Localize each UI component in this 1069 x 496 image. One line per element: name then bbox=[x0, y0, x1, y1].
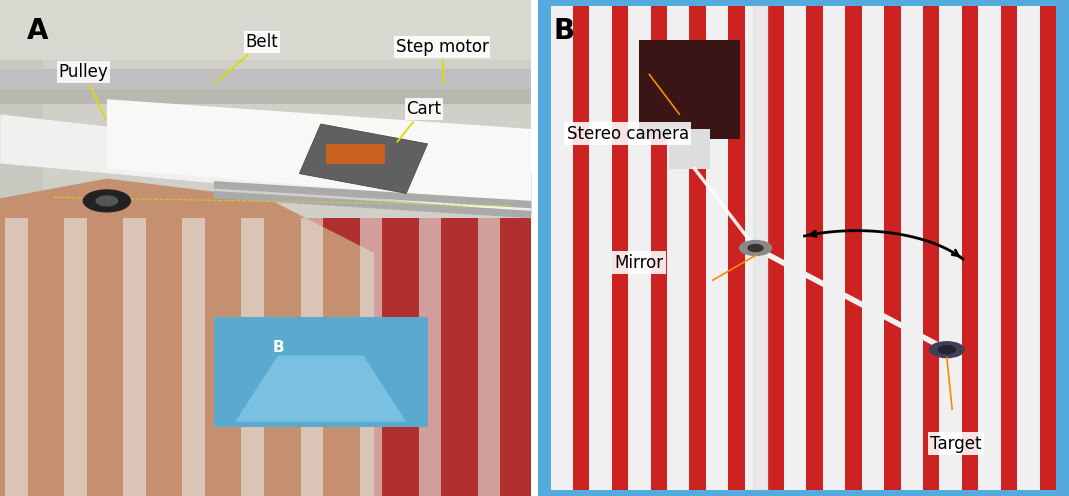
Polygon shape bbox=[214, 191, 531, 218]
Polygon shape bbox=[299, 124, 428, 193]
Bar bbox=[183, 218, 205, 496]
Bar bbox=[0, 218, 531, 496]
Bar bbox=[638, 40, 740, 139]
Bar bbox=[0, 89, 531, 104]
Text: Target: Target bbox=[930, 435, 981, 453]
Bar bbox=[551, 6, 573, 490]
Bar bbox=[900, 6, 923, 490]
Polygon shape bbox=[235, 356, 406, 422]
Bar bbox=[419, 218, 441, 496]
Bar bbox=[784, 6, 806, 490]
Circle shape bbox=[939, 346, 956, 354]
Bar bbox=[551, 6, 1056, 490]
Bar bbox=[478, 218, 500, 496]
Text: Cart: Cart bbox=[398, 100, 441, 142]
Polygon shape bbox=[107, 99, 531, 203]
Bar bbox=[754, 6, 768, 490]
Polygon shape bbox=[214, 181, 531, 208]
Bar bbox=[0, 69, 531, 89]
Circle shape bbox=[930, 342, 964, 358]
Circle shape bbox=[748, 245, 763, 251]
Bar bbox=[589, 6, 611, 490]
Bar bbox=[242, 218, 264, 496]
Circle shape bbox=[96, 196, 118, 206]
Bar bbox=[300, 218, 323, 496]
Text: A: A bbox=[27, 17, 48, 45]
Text: Belt: Belt bbox=[216, 33, 279, 82]
Text: B: B bbox=[554, 17, 575, 45]
Text: Stereo camera: Stereo camera bbox=[567, 125, 688, 143]
Bar bbox=[667, 6, 690, 490]
Circle shape bbox=[83, 190, 130, 212]
Bar bbox=[0, 0, 531, 60]
Bar bbox=[978, 6, 1001, 490]
Bar bbox=[823, 6, 845, 490]
Bar bbox=[1018, 6, 1039, 490]
Polygon shape bbox=[0, 114, 531, 213]
Bar bbox=[326, 144, 385, 164]
Bar bbox=[0, 0, 531, 263]
Bar bbox=[64, 218, 87, 496]
Bar bbox=[707, 6, 728, 490]
Bar bbox=[669, 129, 710, 169]
Bar bbox=[214, 317, 428, 427]
Text: Mirror: Mirror bbox=[615, 254, 664, 272]
Bar bbox=[629, 6, 651, 490]
Polygon shape bbox=[0, 179, 374, 496]
Bar bbox=[359, 218, 382, 496]
Bar bbox=[123, 218, 145, 496]
Text: B: B bbox=[273, 340, 283, 356]
Bar bbox=[5, 218, 28, 496]
Bar bbox=[940, 6, 962, 490]
Text: Step motor: Step motor bbox=[396, 38, 489, 84]
Bar bbox=[745, 6, 768, 490]
Circle shape bbox=[740, 241, 772, 255]
Bar bbox=[538, 0, 1069, 496]
Text: Pulley: Pulley bbox=[59, 63, 109, 119]
Bar bbox=[862, 6, 884, 490]
Bar bbox=[0, 0, 43, 263]
